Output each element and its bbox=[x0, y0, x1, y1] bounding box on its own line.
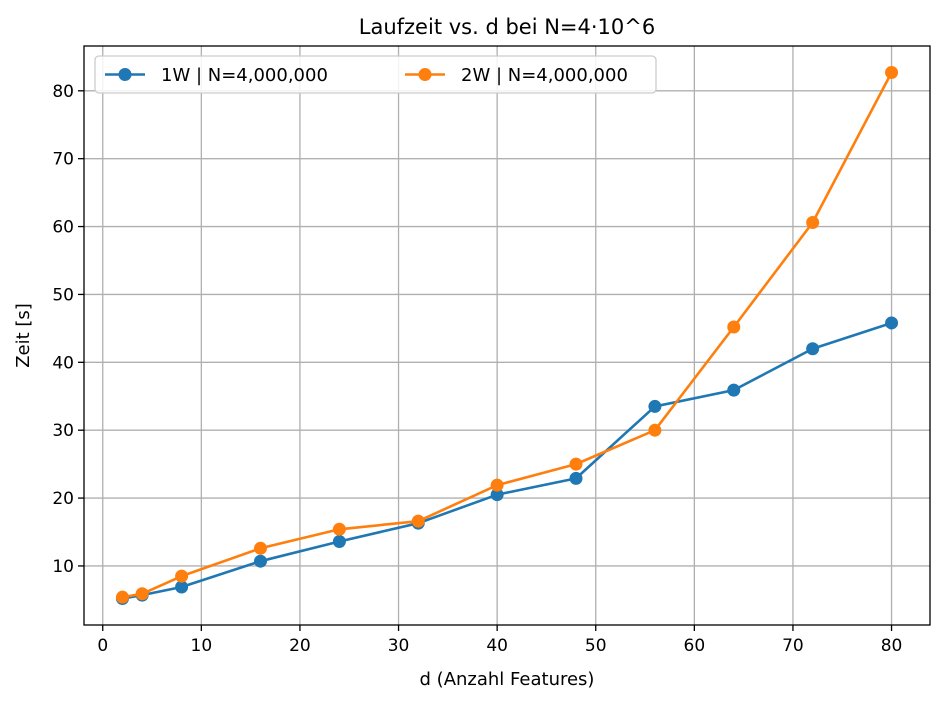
y-tick-label: 80 bbox=[52, 82, 74, 102]
ticks: 0 10 20 30 40 50 60 70 80 10 20 30 40 50 60 70 80 bbox=[52, 82, 902, 656]
y-tick-label: 70 bbox=[52, 150, 74, 170]
series-line bbox=[122, 321, 892, 600]
series-line bbox=[122, 71, 893, 599]
legend-entry: 1W | N=4,000,000 bbox=[105, 65, 328, 86]
y-tick-label: 10 bbox=[52, 557, 74, 577]
legend-marker bbox=[118, 68, 132, 81]
data-point bbox=[885, 316, 899, 330]
data-point bbox=[490, 488, 504, 502]
data-point bbox=[806, 215, 820, 229]
y-tick-label: 40 bbox=[52, 353, 74, 373]
data-point bbox=[569, 471, 583, 485]
chart-title: Laufzeit vs. d bei N=4·10^6 bbox=[359, 15, 655, 39]
data-point bbox=[115, 590, 129, 604]
legend: 1W | N=4,000,000 2W | N=4,000,000 bbox=[94, 55, 657, 94]
data-point bbox=[648, 423, 662, 437]
data-point bbox=[648, 399, 662, 413]
grid bbox=[84, 46, 930, 625]
x-axis-label: d (Anzahl Features) bbox=[420, 669, 595, 690]
data-point bbox=[175, 580, 189, 594]
series-layer bbox=[115, 65, 899, 606]
data-point bbox=[253, 541, 267, 555]
x-tick-label: 80 bbox=[881, 636, 903, 656]
data-point bbox=[135, 587, 149, 601]
data-point bbox=[569, 457, 583, 471]
data-point bbox=[332, 522, 346, 536]
x-tick-label: 30 bbox=[388, 636, 410, 656]
y-tick-label: 50 bbox=[52, 285, 74, 305]
plot-area-frame bbox=[83, 45, 931, 626]
x-tick-label: 70 bbox=[782, 636, 804, 656]
y-tick-label: 30 bbox=[52, 421, 74, 441]
data-point bbox=[175, 569, 189, 583]
data-point bbox=[411, 514, 425, 528]
data-point bbox=[332, 535, 346, 549]
data-point bbox=[490, 478, 504, 492]
x-tick-label: 60 bbox=[684, 636, 706, 656]
data-point bbox=[727, 320, 741, 334]
data-point bbox=[806, 342, 820, 356]
data-point bbox=[885, 65, 899, 79]
y-tick-label: 20 bbox=[52, 489, 74, 509]
data-point bbox=[727, 383, 741, 397]
x-tick-label: 0 bbox=[97, 636, 108, 656]
series-2 bbox=[115, 65, 899, 604]
legend-label: 2W | N=4,000,000 bbox=[461, 65, 628, 86]
y-axis-label: Zeit [s] bbox=[13, 303, 34, 368]
x-tick-label: 10 bbox=[191, 636, 213, 656]
x-tick-label: 50 bbox=[585, 636, 607, 656]
legend-marker bbox=[418, 68, 432, 81]
y-tick-label: 60 bbox=[52, 218, 74, 238]
legend-entry: 2W | N=4,000,000 bbox=[405, 65, 628, 86]
x-tick-label: 20 bbox=[289, 636, 311, 656]
x-tick-label: 40 bbox=[486, 636, 508, 656]
data-point bbox=[253, 554, 267, 568]
legend-frame bbox=[94, 55, 657, 94]
legend-label: 1W | N=4,000,000 bbox=[161, 65, 328, 86]
